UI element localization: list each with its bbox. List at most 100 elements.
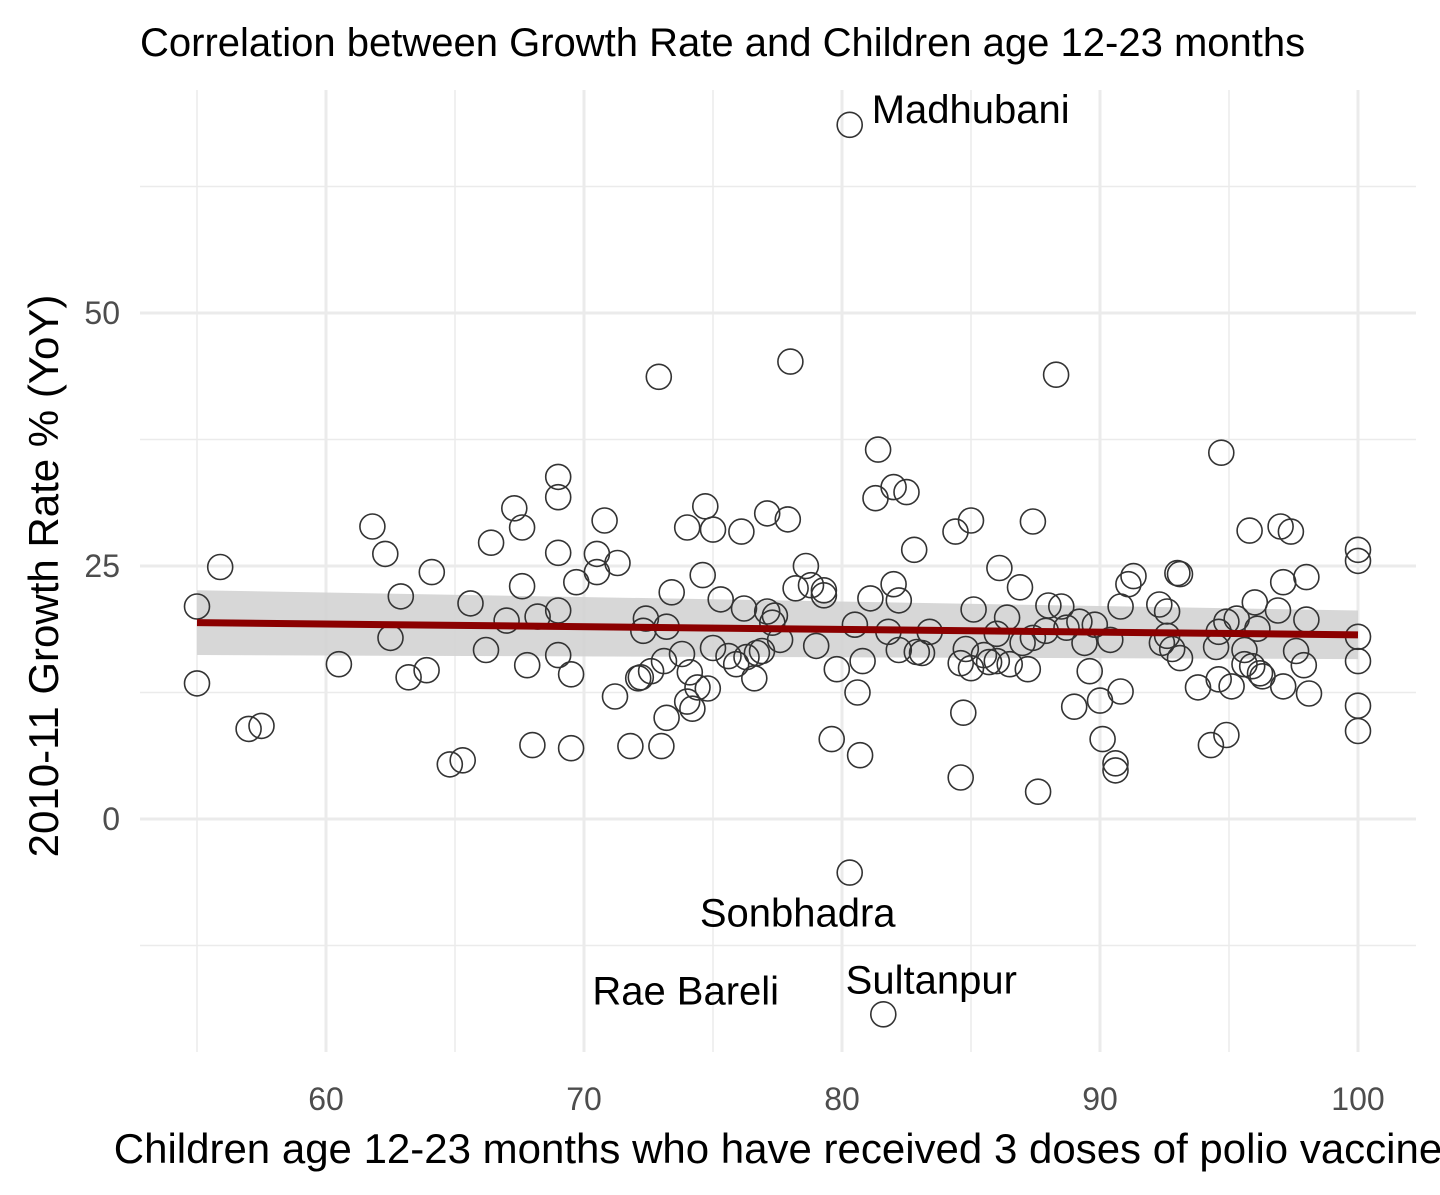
data-point (846, 741, 874, 769)
data-point (206, 553, 234, 581)
point-annotation: Sultanpur (846, 958, 1017, 1002)
data-point (844, 679, 871, 706)
data-point (544, 463, 572, 491)
major-grid (140, 90, 1416, 1052)
data-point (996, 650, 1024, 678)
data-point (885, 636, 913, 664)
data-point (1231, 636, 1258, 664)
data-point (986, 554, 1013, 582)
data-point (1344, 647, 1372, 675)
data-point (1115, 570, 1142, 598)
data-point (743, 639, 771, 667)
data-point (1166, 644, 1194, 672)
data-point (1344, 717, 1372, 745)
data-point (947, 764, 975, 791)
data-point (1208, 439, 1235, 467)
data-point (722, 650, 750, 678)
data-point (1024, 778, 1052, 806)
trend-line-layer (196, 619, 1359, 639)
data-point (753, 598, 781, 625)
data-point (1269, 568, 1297, 596)
data-point (802, 632, 830, 660)
confidence-band (197, 590, 1358, 660)
data-point (1102, 757, 1129, 784)
data-point (544, 641, 572, 669)
confidence-band-layer (197, 590, 1358, 660)
x-tick-label: 60 (308, 1081, 344, 1117)
data-point (183, 593, 211, 620)
data-point (694, 675, 722, 702)
data-point (500, 494, 528, 522)
data-point (1218, 673, 1245, 700)
points-layer (183, 111, 1372, 1028)
data-point (862, 484, 889, 512)
data-point (604, 549, 631, 577)
data-point (689, 561, 717, 589)
data-point (325, 650, 353, 678)
data-point (1241, 589, 1269, 616)
data-point (673, 688, 701, 715)
data-point (730, 595, 758, 622)
x-tick-label: 70 (566, 1081, 602, 1117)
data-point (632, 605, 660, 632)
point-annotation: Madhubani (872, 88, 1070, 132)
data-point (810, 581, 838, 609)
data-point (1197, 731, 1225, 759)
data-point (1238, 652, 1266, 680)
data-point (1014, 655, 1042, 683)
data-point (650, 647, 678, 675)
data-point (235, 715, 262, 743)
data-point (792, 552, 820, 580)
data-point (673, 514, 701, 541)
data-point (1081, 611, 1109, 639)
y-tick-label: 25 (84, 548, 120, 584)
annotations-layer: Madhubani Sonbhadra Rae Bareli Sultanpur (592, 88, 1069, 1014)
data-point (1295, 680, 1323, 707)
data-point (777, 348, 804, 375)
data-point (1264, 597, 1292, 624)
data-point (658, 578, 686, 606)
point-annotation: Rae Bareli (592, 970, 779, 1014)
data-point (1076, 657, 1103, 685)
data-point (1205, 665, 1232, 693)
data-point (699, 634, 727, 662)
data-point (1344, 547, 1372, 575)
trend-line (196, 619, 1359, 639)
data-point (900, 536, 928, 564)
data-point (519, 731, 546, 759)
chart-title: Correlation between Growth Rate and Chil… (140, 21, 1305, 65)
data-point (1102, 749, 1129, 777)
data-point (617, 732, 644, 760)
data-point (418, 558, 446, 586)
data-point (371, 540, 399, 568)
data-point (679, 695, 706, 723)
data-point (1246, 659, 1274, 687)
point-annotation: Sonbhadra (700, 892, 896, 936)
data-point (359, 513, 386, 540)
data-point (1344, 536, 1372, 564)
data-point (753, 500, 781, 527)
data-point (1236, 517, 1263, 544)
data-point (957, 507, 985, 534)
data-point (774, 506, 802, 533)
data-point (557, 734, 585, 762)
data-point (810, 576, 838, 604)
data-point (1282, 637, 1310, 665)
data-point (413, 656, 440, 684)
data-point (668, 640, 696, 668)
data-point (869, 1000, 897, 1028)
data-point (836, 111, 864, 139)
data-point (949, 699, 977, 727)
data-point (1019, 624, 1047, 652)
data-point (1089, 725, 1116, 753)
data-point (493, 607, 520, 634)
data-point (1184, 674, 1212, 701)
y-tick-label: 0 (102, 801, 120, 837)
data-point (857, 585, 884, 612)
data-point (823, 655, 851, 683)
data-point (1213, 721, 1240, 749)
data-point (1166, 560, 1194, 588)
data-point (1269, 673, 1297, 700)
data-point (691, 492, 719, 520)
y-tick-label: 50 (84, 295, 120, 331)
